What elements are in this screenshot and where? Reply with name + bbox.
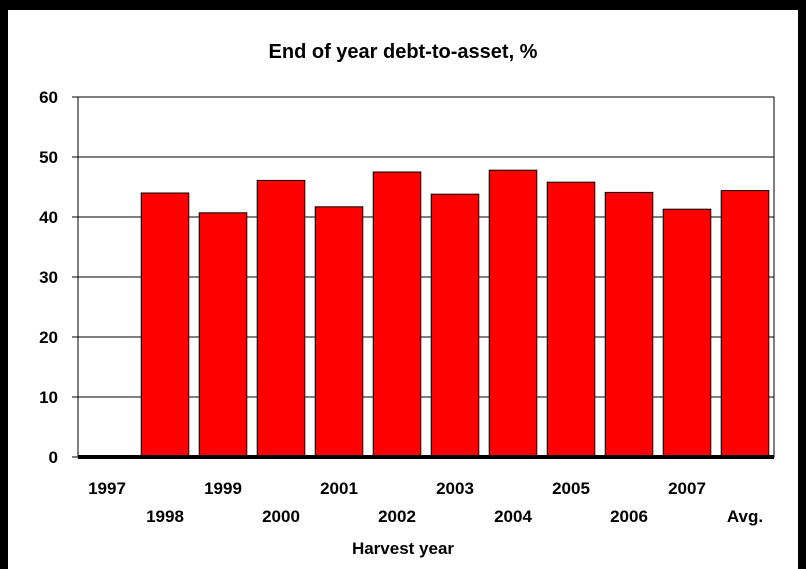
bar-2007 [662, 208, 712, 458]
bar-2000 [256, 179, 306, 458]
chart-title: End of year debt-to-asset, % [269, 41, 538, 63]
x-tick-label: 1997 [88, 479, 126, 498]
gridlines [78, 156, 774, 398]
y-tick-label: 50 [39, 148, 58, 167]
y-tick-label: 40 [39, 208, 58, 227]
axes [72, 96, 775, 459]
bar-2001 [314, 206, 364, 458]
bar-2004 [488, 169, 538, 458]
x-tick-label: 2006 [610, 507, 648, 526]
x-tick-label: 2002 [378, 507, 416, 526]
x-tick-label: 2007 [668, 479, 706, 498]
bar-1999 [198, 212, 248, 458]
bar-avg [720, 190, 770, 458]
x-tick-label: 2001 [320, 479, 358, 498]
y-tick-labels: 0 10 20 30 40 50 60 [39, 88, 58, 467]
bar-2005 [546, 181, 596, 458]
bars [140, 169, 770, 458]
y-tick-label: 20 [39, 328, 58, 347]
x-tick-label: Avg. [727, 507, 763, 526]
y-tick-label: 0 [49, 448, 58, 467]
x-tick-label: 2004 [494, 507, 532, 526]
y-tick-label: 10 [39, 388, 58, 407]
y-tick-label: 30 [39, 268, 58, 287]
bar-2003 [430, 193, 480, 458]
x-tick-label: 2003 [436, 479, 474, 498]
bar-2006 [604, 191, 654, 458]
x-tick-label: 2005 [552, 479, 590, 498]
y-tick-label: 60 [39, 88, 58, 107]
x-tick-label: 1999 [204, 479, 242, 498]
bar-1998 [140, 192, 190, 458]
x-tick-label: 1998 [146, 507, 184, 526]
x-tick-labels: 1997 1998 1999 2000 2001 2002 2003 2004 2005 2006… [88, 479, 763, 526]
bar-2002 [372, 171, 422, 458]
x-axis-label: Harvest year [352, 539, 454, 558]
x-tick-label: 2000 [262, 507, 300, 526]
